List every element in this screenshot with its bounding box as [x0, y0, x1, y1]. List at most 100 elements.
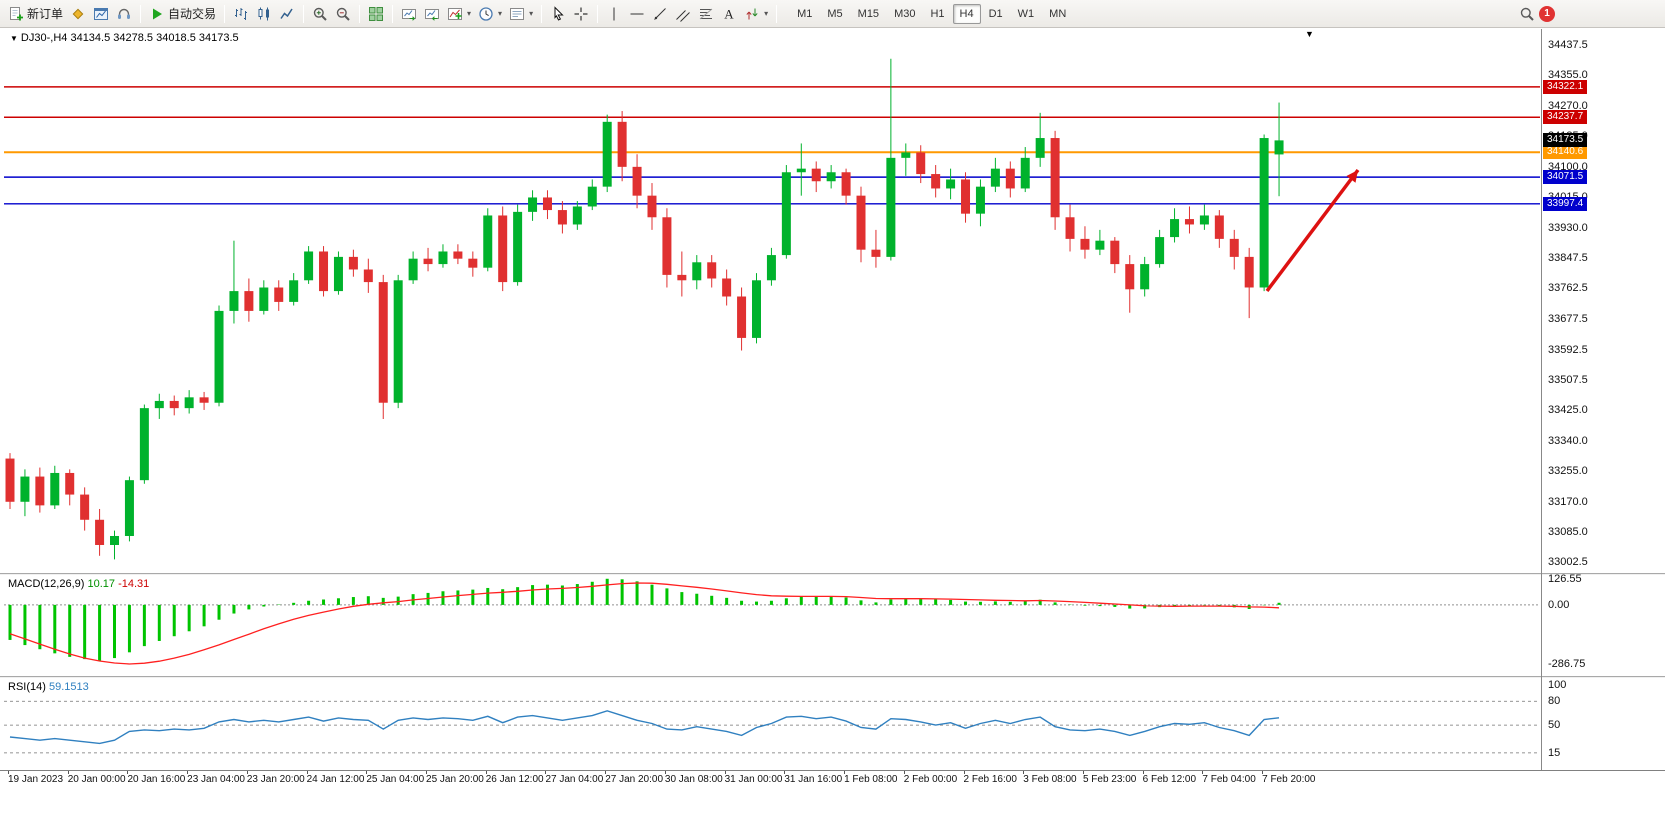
timeframe-h1-button[interactable]: H1 — [930, 7, 945, 20]
dropdown-arrow-icon[interactable]: ▾ — [764, 9, 769, 18]
bar-chart-button[interactable] — [230, 3, 252, 25]
market-button[interactable] — [67, 3, 89, 25]
notification-badge[interactable]: 1 — [1539, 5, 1555, 22]
time-tick-label: 23 Jan 04:00 — [187, 771, 245, 785]
line-chart-icon — [279, 6, 295, 22]
timeframe-h4-button[interactable]: H4 — [952, 3, 981, 24]
cursor-button[interactable] — [547, 3, 569, 25]
time-tick-label: 23 Jan 20:00 — [246, 771, 305, 785]
time-tick-label: 31 Jan 16:00 — [784, 771, 843, 785]
arrows-button[interactable]: ▾ — [741, 3, 771, 25]
tile-windows-icon — [368, 6, 384, 22]
zoom-in-button[interactable] — [309, 3, 331, 25]
price-line-tag: 33997.4 — [1543, 196, 1588, 211]
dropdown-arrow-icon[interactable]: ▾ — [529, 9, 534, 18]
price-tick-label: 33085.0 — [1548, 526, 1588, 539]
text-icon: A — [721, 6, 737, 22]
time-axis[interactable]: 19 Jan 2023 20 Jan 00:00 20 Jan 16:00 23 Ja… — [0, 770, 1665, 788]
price-tick-label: 33677.5 — [1548, 313, 1588, 325]
timeframe-w1-button[interactable]: W1 — [1017, 7, 1035, 20]
tile-windows-button[interactable] — [365, 3, 387, 25]
time-tick-label: 3 Feb 08:00 — [1023, 771, 1077, 785]
fibonacci-button[interactable] — [695, 3, 717, 25]
text-button[interactable]: A — [718, 3, 740, 25]
hline-icon — [629, 6, 645, 22]
horizontal-line-button[interactable] — [626, 3, 648, 25]
periods-button[interactable]: ▾ — [475, 3, 505, 25]
new-order-button-label: 新订单 — [27, 7, 64, 21]
zoom-out-button[interactable] — [332, 3, 354, 25]
macd-signal-value: -14.31 — [118, 578, 150, 590]
mql-market-icon — [70, 6, 86, 22]
dropdown-arrow-icon[interactable]: ▾ — [498, 9, 503, 18]
time-tick-label: 6 Feb 12:00 — [1142, 771, 1197, 785]
fibonacci-icon — [698, 6, 714, 22]
new-order-button[interactable]: 新订单 — [5, 3, 66, 25]
clock-icon — [478, 6, 494, 22]
symbol-name: DJ30-,H4 — [20, 32, 68, 44]
chart-window-button[interactable] — [90, 3, 112, 25]
rsi-tick-label: 50 — [1548, 719, 1561, 732]
macd-name: MACD(12,26,9) — [8, 578, 85, 590]
toolbar-separator — [224, 4, 226, 23]
toolbar-separator — [392, 4, 394, 23]
symbol-ohlc-label: ▼ DJ30-,H4 34134.5 34278.5 34018.5 34173.… — [10, 32, 239, 44]
price-tick-label: 34355.0 — [1548, 69, 1588, 82]
line-chart-button[interactable] — [276, 3, 298, 25]
timeframe-m30-button[interactable]: M30 — [894, 7, 916, 20]
timeframe-m5-button[interactable]: M5 — [827, 7, 843, 20]
vertical-line-button[interactable] — [603, 3, 625, 25]
time-tick-label: 7 Feb 20:00 — [1262, 771, 1316, 785]
price-line-tag: 34071.5 — [1543, 170, 1588, 185]
chart-shift-icon — [424, 6, 440, 22]
macd-main-value: 10.17 — [87, 578, 116, 590]
time-tick-label: 27 Jan 04:00 — [545, 771, 604, 785]
timeframe-d1-button[interactable]: D1 — [988, 7, 1003, 20]
price-tick-label: 33002.5 — [1548, 556, 1588, 569]
crosshair-button[interactable] — [570, 3, 592, 25]
macd-tick-label: -286.75 — [1548, 658, 1586, 671]
candle-chart-icon — [256, 6, 272, 22]
auto-trading-button[interactable]: 自动交易 — [146, 3, 219, 25]
indicators-icon — [447, 6, 463, 22]
channel-button[interactable] — [672, 3, 694, 25]
price-tick-label: 34437.5 — [1548, 39, 1588, 52]
candlestick-chart-button[interactable] — [253, 3, 275, 25]
price-axis[interactable]: 34437.534355.034270.034185.034100.034015… — [1543, 0, 1665, 839]
templates-button[interactable]: ▾ — [506, 3, 536, 25]
time-tick-label: 20 Jan 00:00 — [67, 771, 126, 785]
toolbar-separator — [541, 4, 543, 23]
timeframe-m1-button[interactable]: M1 — [797, 7, 813, 20]
timeframe-mn-button[interactable]: MN — [1049, 7, 1067, 20]
price-line-tag: 34173.5 — [1543, 133, 1588, 148]
sound-button[interactable] — [113, 3, 135, 25]
headset-icon — [116, 6, 132, 22]
auto-scroll-icon — [401, 6, 417, 22]
chart-shift-button[interactable] — [421, 3, 443, 25]
rsi-tick-label: 80 — [1548, 695, 1561, 708]
toolbar-separator — [597, 4, 599, 23]
chart-end-marker-icon: ▼ — [1305, 29, 1314, 39]
price-tick-label: 34270.0 — [1548, 99, 1588, 112]
bars-chart-icon — [233, 6, 249, 22]
auto-scroll-button[interactable] — [398, 3, 420, 25]
new-order-icon — [8, 6, 24, 22]
time-tick-label: 27 Jan 20:00 — [605, 771, 664, 785]
timeframe-m15-button[interactable]: M15 — [857, 7, 880, 20]
time-tick-label: 1 Feb 08:00 — [844, 771, 898, 785]
search-button[interactable] — [1516, 3, 1538, 25]
chart-window-icon — [93, 6, 109, 22]
time-tick-label: 7 Feb 04:00 — [1202, 771, 1256, 785]
price-tick-label: 33762.5 — [1548, 282, 1588, 295]
indicators-button[interactable]: ▾ — [444, 3, 474, 25]
trendline-button[interactable] — [649, 3, 671, 25]
price-tick-label: 33255.0 — [1548, 465, 1588, 478]
price-tick-label: 33507.5 — [1548, 374, 1588, 387]
channel-icon — [675, 6, 691, 22]
zoom-out-icon — [335, 6, 351, 22]
price-tick-label: 33592.5 — [1548, 343, 1588, 356]
rsi-value: 59.1513 — [48, 681, 89, 693]
dropdown-arrow-icon[interactable]: ▾ — [467, 9, 472, 18]
templates-icon — [509, 6, 525, 22]
